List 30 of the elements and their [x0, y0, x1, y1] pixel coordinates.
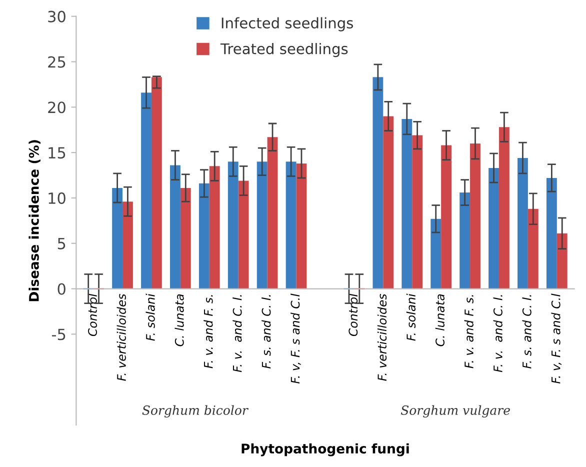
- annotation: Sorghum bicolor: [142, 405, 249, 418]
- y-tick-label: 30: [48, 10, 66, 22]
- x-tick-label: F. verticilloides: [116, 294, 126, 381]
- x-tick-label: F. v. and F. s.: [204, 295, 213, 368]
- y-tick-label: 15: [48, 147, 66, 159]
- x-tick-label: F. solani: [146, 294, 155, 341]
- y-axis-title: Disease incidence (%): [28, 140, 40, 302]
- x-tick-label: F. v, F. s and C.l: [290, 294, 301, 384]
- x-tick-label: F. v. and C. l.: [232, 295, 242, 372]
- x-tick-label: F. v, F. s and C.l: [551, 294, 562, 384]
- x-tick-label: Control: [348, 294, 358, 336]
- legend-label: Treated seedlings: [220, 42, 348, 58]
- x-tick-label: F. verticilloides: [377, 294, 387, 381]
- y-tick-label: 25: [48, 56, 66, 68]
- y-tick-label: 5: [58, 238, 66, 250]
- x-tick-label: C. lunata: [435, 294, 444, 346]
- x-tick-label: Control: [88, 294, 97, 336]
- y-tick-label: 20: [48, 102, 66, 114]
- y-tick-label: 0: [58, 283, 66, 295]
- y-tick-label: 10: [48, 192, 66, 204]
- x-tick-label: F. s. and C. l.: [262, 295, 271, 368]
- x-axis-title: Phytopathogenic fungi: [242, 443, 409, 456]
- x-tick-label: F. v. and F. s.: [464, 295, 474, 368]
- y-tick-label: -5: [52, 328, 66, 340]
- x-tick-label: C. lunata: [174, 294, 184, 346]
- x-tick-label: F. solani: [406, 294, 416, 341]
- legend-label: Infected seedlings: [222, 17, 353, 32]
- x-tick-label: F. v. and C. l.: [493, 295, 502, 372]
- annotation: Sorghum vulgare: [400, 405, 510, 418]
- x-tick-label: F. s. and C. l.: [522, 295, 532, 368]
